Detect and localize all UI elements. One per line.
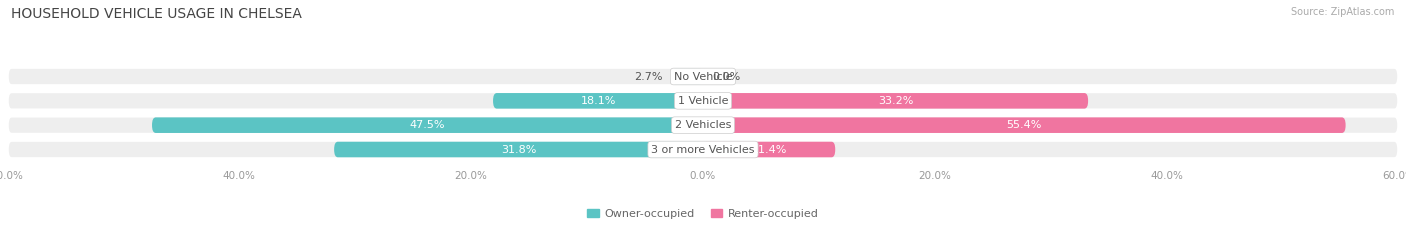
Text: 2.7%: 2.7% — [634, 72, 662, 82]
Text: 1 Vehicle: 1 Vehicle — [678, 96, 728, 106]
Text: 55.4%: 55.4% — [1007, 120, 1042, 130]
Text: 47.5%: 47.5% — [409, 120, 446, 130]
FancyBboxPatch shape — [494, 93, 703, 109]
Text: 31.8%: 31.8% — [501, 144, 536, 154]
Text: 2 Vehicles: 2 Vehicles — [675, 120, 731, 130]
FancyBboxPatch shape — [7, 140, 1399, 159]
FancyBboxPatch shape — [703, 93, 1088, 109]
FancyBboxPatch shape — [703, 117, 1346, 133]
Text: Source: ZipAtlas.com: Source: ZipAtlas.com — [1291, 7, 1395, 17]
Text: 3 or more Vehicles: 3 or more Vehicles — [651, 144, 755, 154]
FancyBboxPatch shape — [672, 69, 703, 84]
Text: No Vehicle: No Vehicle — [673, 72, 733, 82]
FancyBboxPatch shape — [703, 142, 835, 157]
Text: HOUSEHOLD VEHICLE USAGE IN CHELSEA: HOUSEHOLD VEHICLE USAGE IN CHELSEA — [11, 7, 302, 21]
FancyBboxPatch shape — [7, 92, 1399, 110]
Legend: Owner-occupied, Renter-occupied: Owner-occupied, Renter-occupied — [588, 209, 818, 219]
Text: 33.2%: 33.2% — [877, 96, 914, 106]
FancyBboxPatch shape — [335, 142, 703, 157]
Text: 18.1%: 18.1% — [581, 96, 616, 106]
FancyBboxPatch shape — [7, 67, 1399, 86]
FancyBboxPatch shape — [7, 116, 1399, 134]
Text: 11.4%: 11.4% — [751, 144, 787, 154]
Text: 0.0%: 0.0% — [713, 72, 741, 82]
FancyBboxPatch shape — [152, 117, 703, 133]
